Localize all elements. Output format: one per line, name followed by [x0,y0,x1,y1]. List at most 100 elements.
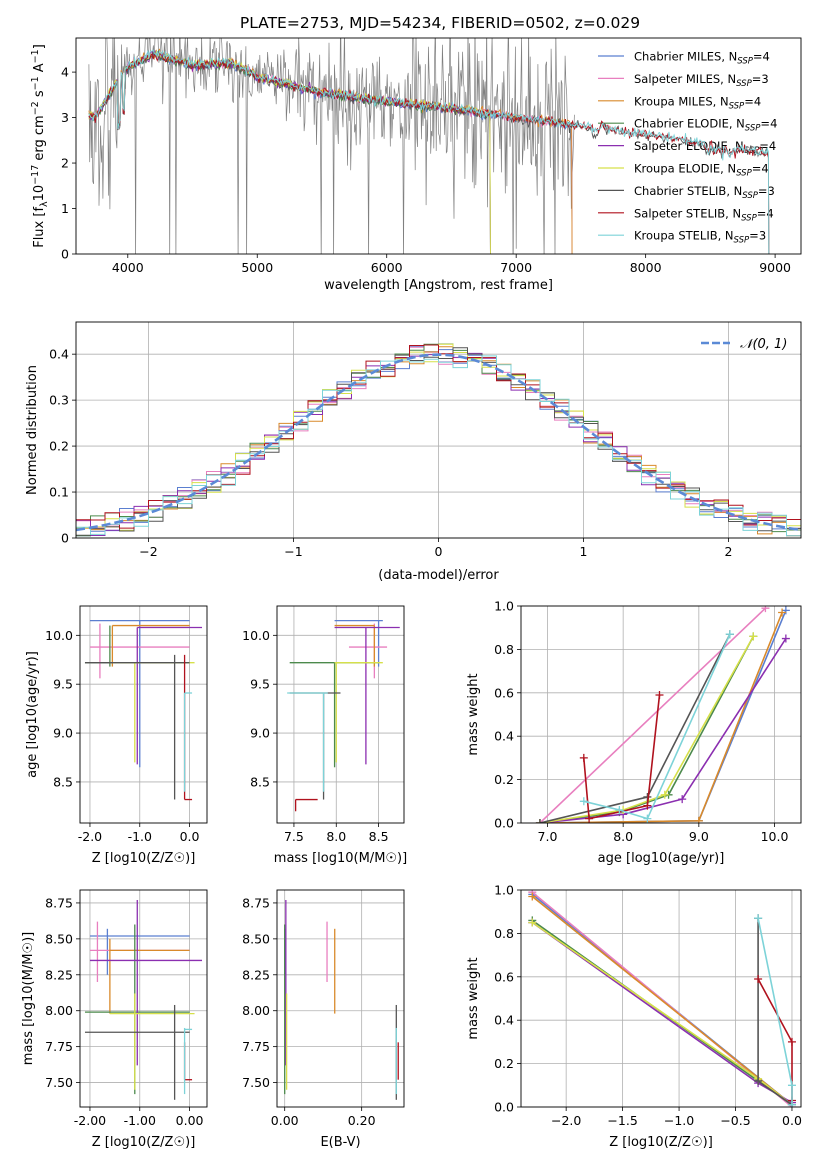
x-tick-label: −1.5 [607,1113,637,1128]
mass-weight-series [535,608,787,823]
legend-label: Salpeter STELIB, NSSP=4 [634,206,774,223]
massweight_vs_age-ylabel: mass weight [466,673,481,755]
x-tick-label: 7000 [500,260,532,275]
y-tick-label: 0.3 [49,393,69,408]
plus-marker [754,1076,763,1085]
massweight_vs_age-frame [520,605,802,824]
residual-legend: 𝒩(0, 1) [701,337,787,352]
y-tick-label: 0.6 [494,969,514,984]
y-tick-label: 8.50 [242,931,270,946]
y-tick-label: 7.50 [45,1075,73,1090]
x-tick-label: 7.0 [538,829,558,844]
mass_vs_ebv-plot-area [284,900,399,1100]
age_vs_Z-xlabel: Z [log10(Z/Z☉)] [92,851,196,866]
y-tick-label: 8.5 [250,774,270,789]
errorbar-point [109,993,195,1090]
errorbar-point [84,654,190,800]
y-tick-label: 9.5 [250,677,270,692]
plus-marker [787,1081,796,1090]
plus-marker [528,918,537,927]
x-tick-label: 6000 [371,260,403,275]
y-tick-label: 10.0 [242,628,270,643]
x-tick-label: −2 [139,544,157,559]
model-spectrum-line [88,49,491,254]
spectrum-ylabel: Flux [fλ10−17 erg cm−2 s−1 A−1] [30,44,50,248]
x-tick-label: −1.0 [664,1113,694,1128]
spectrum-plot-area [88,38,770,254]
legend-label: Chabrier MILES, NSSP=4 [634,50,770,67]
gaussian-reference-curve [76,353,801,532]
y-tick-label: 0.2 [49,439,69,454]
massweight_vs_age-xlabel: age [log10(age/yr)] [598,851,725,866]
y-tick-label: 9.0 [53,726,73,741]
x-tick-label: 8000 [630,260,662,275]
series-line [583,694,661,820]
errorbar-point [287,692,328,792]
y-tick-label: 0.8 [494,926,514,941]
y-tick-label: 8.75 [45,895,73,910]
age_vs_mass-axes: 7.5 8.0 8.5 8.5 9.0 9.5 10.0 mass [log10(M/M☉)] [242,605,407,866]
x-tick-label: −0.5 [720,1113,750,1128]
legend-entry: Kroupa ELODIE, NSSP=4 [598,162,769,179]
legend-entry: Chabrier STELIB, NSSP=3 [598,184,775,201]
x-tick-label: 8.0 [613,829,633,844]
x-tick-label: 5000 [241,260,273,275]
errorbar-point [136,626,203,765]
series-line [583,633,731,820]
x-tick-label: 7.5 [284,829,304,844]
legend-label: Salpeter MILES, NSSP=3 [634,72,769,89]
legend-label: Kroupa STELIB, NSSP=3 [634,229,766,246]
x-tick-label: 1 [580,544,588,559]
errorbar-point [183,654,193,801]
mass-weight-series [754,914,796,1107]
x-tick-label: 0.20 [348,1113,376,1128]
series-line [539,636,754,823]
mass_vs_ebv-frame [276,889,405,1108]
massweight_vs_age-axes: 7.0 8.0 9.0 10.0 0.0 0.2 0.4 0.6 0.8 1.0 age [log1… [466,599,802,866]
errorbar-point [84,1004,190,1100]
massweight_vs_Z-xlabel: Z [log10(Z/Z☉)] [609,1135,713,1150]
y-tick-label: 7.75 [45,1039,73,1054]
legend-entry: Salpeter MILES, NSSP=3 [598,72,769,89]
x-tick-label: 0.00 [176,1113,204,1128]
plus-marker [579,753,588,762]
age_vs_mass-plot-area [287,620,400,812]
legend-entry: Salpeter STELIB, NSSP=4 [598,206,774,223]
residuals-axes: −2 −1 0 1 2 0 0.1 0.2 0.3 0.4 (data-model)/error No… [25,321,802,583]
mass_vs_Z-grid [80,890,207,1107]
plus-marker [535,819,544,823]
plus-marker [585,814,594,823]
legend-label: Kroupa ELODIE, NSSP=4 [634,162,769,179]
x-tick-label: -1.0 [128,829,152,844]
mass-weight-series [579,630,734,823]
age_vs_mass-grid [277,606,404,823]
errorbar-point [294,798,318,812]
legend-label: Kroupa MILES, NSSP=4 [634,94,761,111]
mass_vs_Z-xlabel: Z [log10(Z/Z☉)] [92,1135,196,1150]
y-tick-label: 8.00 [242,1003,270,1018]
age_vs_Z-axes: -2.0 -1.0 0.0 8.5 9.0 9.5 10.0 Z [log10(Z/Z☉)] a… [25,605,208,866]
massweight_vs_Z-frame [520,889,802,1108]
massweight_vs_age-plot-area [535,606,790,823]
series-line [539,612,783,823]
age_vs_Z-grid [80,606,207,823]
x-tick-label: −2.0 [551,1113,581,1128]
mass_vs_ebv-xlabel: E(B-V) [320,1135,360,1150]
legend-label: Chabrier ELODIE, NSSP=4 [634,117,777,134]
plus-marker [725,630,734,639]
mass-weight-series [535,634,790,823]
spectrum-xlabel: wavelength [Angstrom, rest frame] [324,278,553,293]
plus-marker [528,892,537,901]
mass_vs_Z-ylabel: mass [log10(M/M☉)] [21,932,36,1065]
y-tick-label: 1.0 [494,599,514,614]
errorbar-point [89,623,190,679]
series-line [539,609,787,823]
age_vs_mass-xlabel: mass [log10(M/M☉)] [274,851,407,866]
x-tick-label: -1.00 [124,1113,156,1128]
x-tick-label: 9.0 [689,829,709,844]
plus-marker [754,914,763,923]
observed-spectrum-line [88,38,575,254]
x-tick-label: -2.00 [74,1113,106,1128]
y-tick-label: 9.5 [53,677,73,692]
